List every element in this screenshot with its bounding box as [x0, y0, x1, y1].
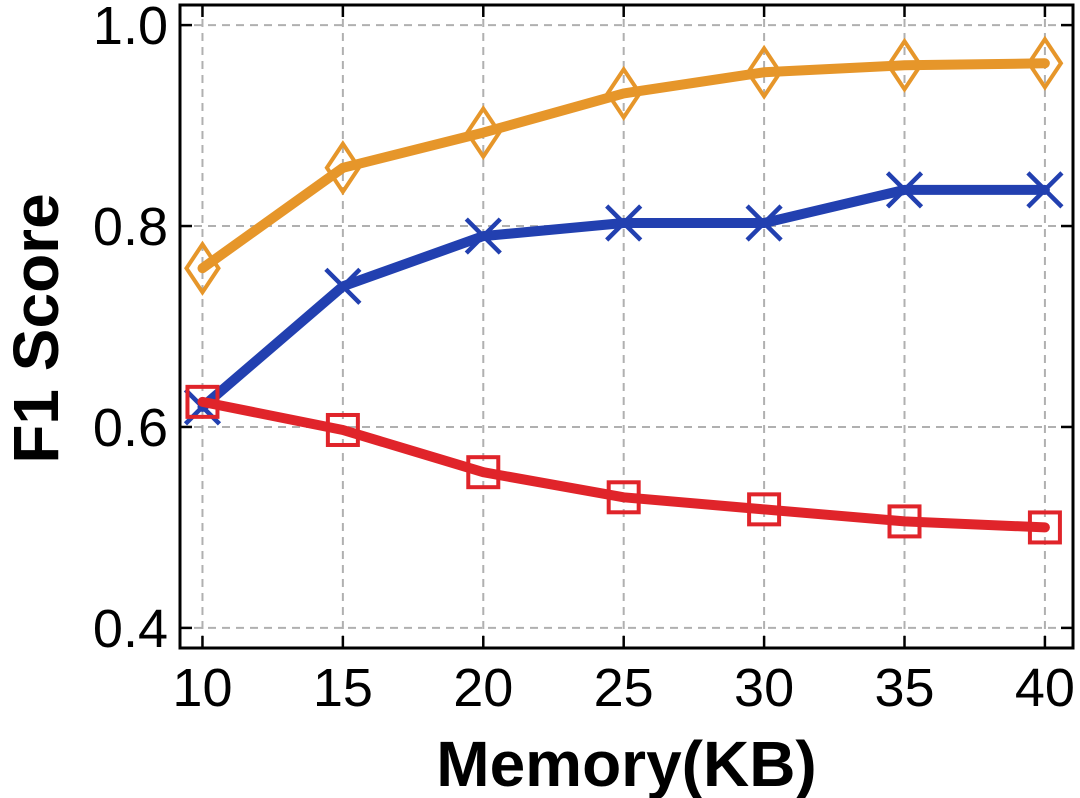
series-line [197, 396, 1050, 533]
x-tick-label: 10 [172, 658, 232, 718]
data-point-square [747, 492, 782, 527]
data-point-square [185, 384, 220, 419]
x-tick-label: 20 [453, 658, 513, 718]
x-tick-label: 35 [874, 658, 934, 718]
x-axis-title: Memory(KB) [436, 728, 816, 798]
series-diamond [184, 35, 1064, 296]
data-point-x [605, 204, 643, 242]
data-point-diamond [184, 240, 221, 296]
y-tick-label: 0.8 [93, 197, 168, 257]
data-point-diamond [745, 44, 783, 100]
series-layer [183, 35, 1064, 545]
data-point-diamond [605, 65, 643, 122]
series-line [197, 58, 1050, 274]
data-point-square [1027, 510, 1062, 545]
x-tick-label: 40 [1015, 658, 1075, 718]
grid-layer [180, 5, 1073, 648]
data-point-square [606, 480, 641, 515]
x-tick-label: 15 [313, 658, 373, 718]
data-point-x [745, 204, 783, 242]
data-point-x [324, 267, 362, 305]
data-point-x [1026, 171, 1064, 209]
label-layer: 10 15 20 25 30 35 40 0.4 0.6 0.8 1.0 [93, 0, 1075, 718]
y-axis-title: F1 Score [0, 193, 72, 463]
series-square [185, 384, 1062, 545]
y-tick-label: 0.6 [93, 398, 168, 458]
data-point-x [885, 171, 924, 209]
x-tick-label: 25 [594, 658, 654, 718]
data-point-square [887, 504, 922, 539]
data-point-diamond [886, 37, 923, 93]
tick-layer [180, 5, 1073, 648]
data-point-diamond [464, 104, 502, 161]
data-point-square [325, 412, 360, 447]
data-point-square [466, 455, 501, 490]
data-point-diamond [1026, 35, 1064, 91]
data-point-diamond [324, 140, 362, 196]
y-tick-label: 1.0 [93, 0, 168, 56]
y-tick-label: 0.4 [93, 599, 168, 659]
plot-frame [178, 3, 1075, 650]
x-tick-label: 30 [734, 658, 794, 718]
data-point-x [464, 217, 502, 255]
